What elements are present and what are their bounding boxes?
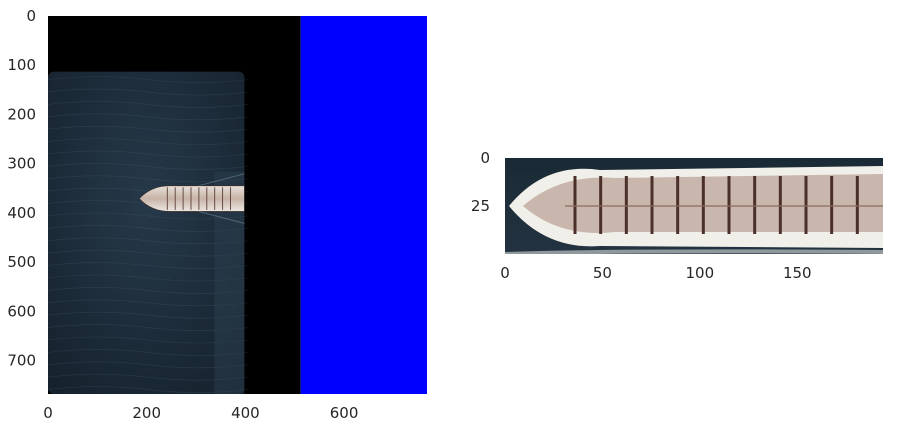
x-tick-label: 50 bbox=[593, 264, 612, 282]
sea-streak bbox=[48, 237, 249, 245]
sea-streak bbox=[48, 249, 249, 257]
region-sea-tile bbox=[48, 71, 245, 394]
y-tick-label: 0 bbox=[480, 149, 490, 167]
sea-streak bbox=[48, 336, 249, 344]
sea-streak bbox=[48, 163, 249, 170]
x-tick-label: 100 bbox=[686, 264, 715, 282]
y-tick-label: 100 bbox=[7, 56, 36, 74]
sea-streak bbox=[48, 150, 249, 158]
sea-streak bbox=[48, 101, 249, 108]
sea-streak bbox=[48, 88, 249, 96]
axes-right-ticks: 0 50 100 150 0 25 bbox=[471, 149, 812, 282]
sea-streak bbox=[48, 373, 249, 381]
panel-left-image bbox=[48, 16, 427, 394]
axes-left-ticks: 0 200 400 600 0 100 200 300 400 500 600 700 bbox=[7, 7, 358, 422]
x-tick-label: 0 bbox=[43, 404, 53, 422]
y-tick-label: 400 bbox=[7, 204, 36, 222]
ship-hull bbox=[138, 185, 245, 212]
region-padding-blue bbox=[300, 16, 427, 394]
y-tick-label: 300 bbox=[7, 155, 36, 173]
sea-streak bbox=[48, 138, 249, 145]
sea-streak bbox=[48, 125, 249, 133]
sea-streak bbox=[48, 212, 249, 220]
sea-streak bbox=[48, 287, 249, 294]
sea-streak bbox=[48, 175, 249, 183]
ship-wake bbox=[505, 249, 883, 254]
sea-streak bbox=[48, 361, 249, 369]
sea-streak bbox=[48, 225, 249, 232]
y-tick-label: 25 bbox=[471, 197, 490, 215]
x-tick-label: 200 bbox=[132, 404, 161, 422]
y-tick-label: 0 bbox=[26, 7, 36, 25]
sea-streak bbox=[48, 386, 249, 393]
sea-streak bbox=[48, 311, 249, 319]
x-tick-label: 150 bbox=[783, 264, 812, 282]
sea-streak bbox=[48, 324, 249, 331]
sea-streak bbox=[48, 262, 249, 269]
panel-right-crop bbox=[505, 158, 883, 254]
x-tick-label: 600 bbox=[330, 404, 359, 422]
ship-containers bbox=[166, 187, 231, 210]
sea-streak bbox=[48, 76, 249, 83]
sea-streak bbox=[48, 349, 249, 356]
ship-containers bbox=[565, 176, 883, 234]
sea-streak bbox=[48, 274, 249, 282]
y-tick-label: 500 bbox=[7, 253, 36, 271]
x-tick-label: 400 bbox=[231, 404, 260, 422]
sea-streak bbox=[48, 299, 249, 307]
x-tick-label: 0 bbox=[500, 264, 510, 282]
sea-texture bbox=[48, 76, 249, 393]
sea-streak bbox=[48, 113, 249, 121]
y-tick-label: 600 bbox=[7, 302, 36, 320]
y-tick-label: 200 bbox=[7, 105, 36, 123]
y-tick-label: 700 bbox=[7, 352, 36, 370]
